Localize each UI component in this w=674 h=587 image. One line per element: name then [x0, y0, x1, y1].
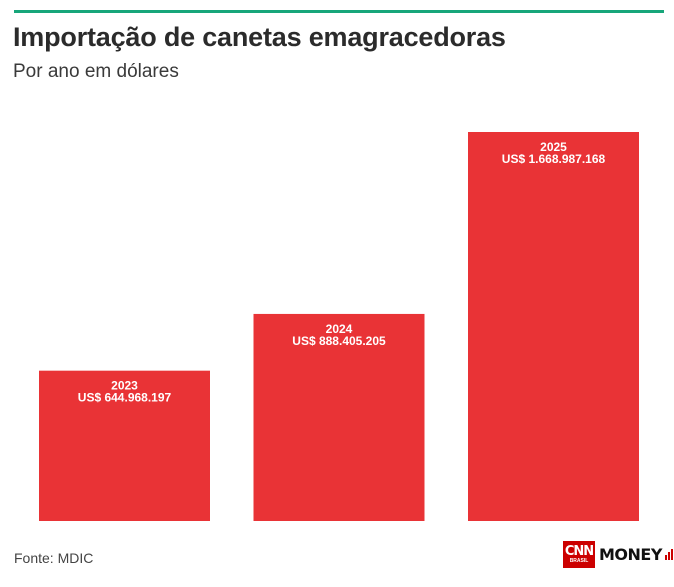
bar-chart-icon [664, 549, 673, 560]
bar-category-label: 2024 [326, 322, 353, 336]
bar-category-label: 2025 [540, 140, 567, 154]
bar-category-label: 2023 [111, 379, 138, 393]
cnn-brasil-logo: CNN BRASIL [563, 541, 595, 568]
bar-2024 [253, 313, 425, 521]
chart-title: Importação de canetas emagracedoras [13, 22, 506, 52]
logo-money-text: MONEY [599, 545, 662, 564]
bar-value-label: US$ 1.668.987.168 [502, 152, 606, 166]
bar-value-label: US$ 888.405.205 [292, 334, 386, 348]
bar-2023 [39, 370, 210, 521]
source-note: Fonte: MDIC [14, 550, 94, 566]
bar-2025 [468, 132, 639, 521]
bar-value-label: US$ 644.968.197 [78, 391, 172, 405]
logo-cnn-text: CNN [564, 544, 594, 559]
cnn-money-logo: CNN BRASIL MONEY [563, 541, 673, 568]
chart-subtitle: Por ano em dólares [13, 61, 179, 82]
accent-rule [14, 10, 664, 13]
logo-brasil-text: BRASIL [569, 558, 589, 564]
